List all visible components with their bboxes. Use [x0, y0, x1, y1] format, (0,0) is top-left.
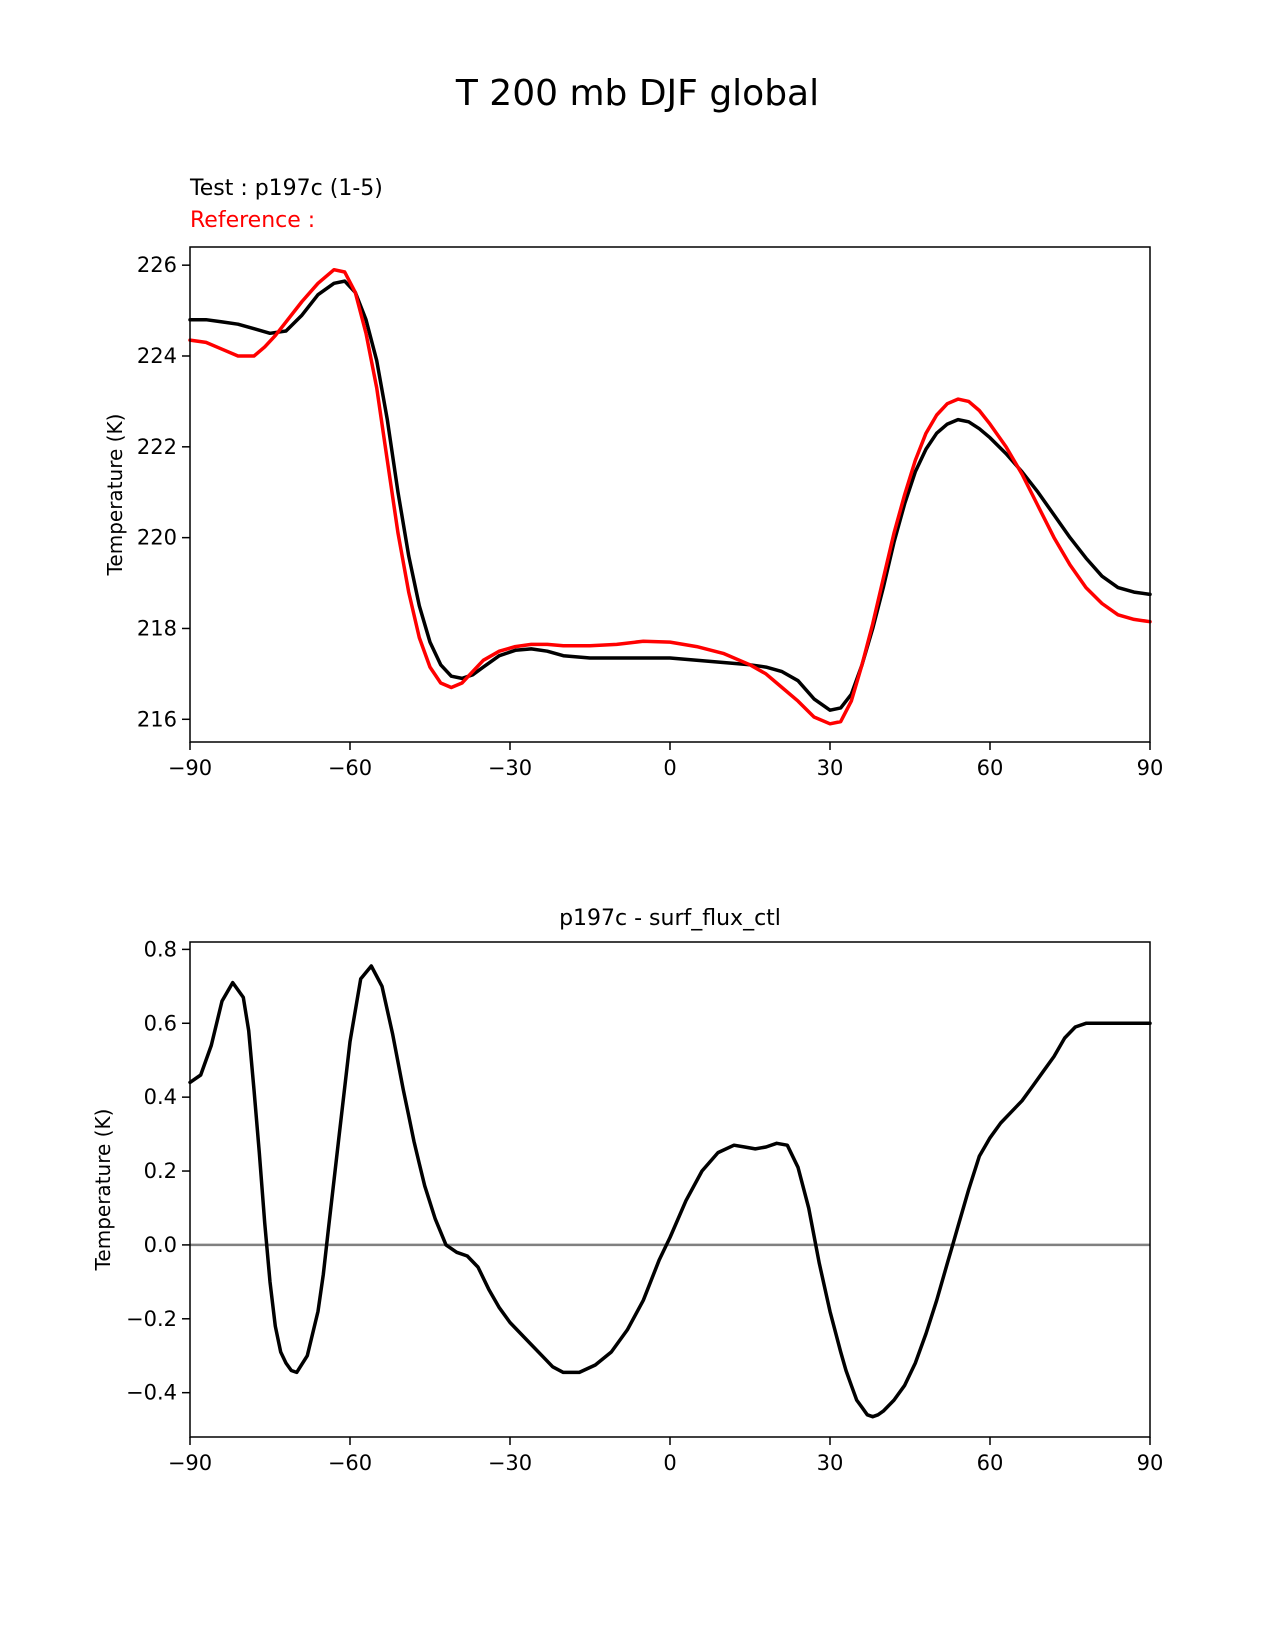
series-line-test-p197c-1-5: [188, 279, 1152, 712]
y-tick-label: 226: [137, 253, 177, 277]
x-tick-label: −60: [328, 1451, 372, 1475]
x-tick-label: 30: [817, 1451, 844, 1475]
x-tick-label: −30: [488, 1451, 532, 1475]
y-tick-label: 216: [137, 707, 177, 731]
x-tick-label: 90: [1137, 1451, 1164, 1475]
legend-test-label: Test : p197c (1-5): [190, 176, 383, 201]
y-tick-label: 218: [137, 616, 177, 640]
difference-plot-title: p197c - surf_flux_ctl: [559, 906, 781, 931]
x-tick-label: −60: [328, 756, 372, 780]
figure-title: T 200 mb DJF global: [455, 73, 820, 114]
y-tick-label: 0.6: [144, 1011, 177, 1035]
plot-bottom: −90 −60 −30 0 30 60 90 −0.4 −0.2 0.0 0.2 0.4 0.6 0.8 T…: [91, 937, 1163, 1475]
y-tick-label: 224: [137, 344, 177, 368]
x-tick-label: 60: [977, 756, 1004, 780]
y-tick-label: 0.0: [144, 1233, 177, 1257]
y-tick-label: 222: [137, 435, 177, 459]
y-tick-label: −0.4: [126, 1381, 177, 1405]
y-tick-label: 220: [137, 526, 177, 550]
plot-frame: [189, 246, 1151, 743]
x-tick-label: −90: [168, 756, 212, 780]
y-axis-label: Temperature (K): [91, 1109, 115, 1272]
x-tick-label: 0: [663, 756, 676, 780]
legend-reference-label: Reference :: [190, 208, 316, 233]
x-tick-label: 60: [977, 1451, 1004, 1475]
plot-top: −90 −60 −30 0 30 60 90 216 218 220 222 224 226 Temper…: [103, 246, 1164, 780]
x-tick-label: 90: [1137, 756, 1164, 780]
x-tick-label: −30: [488, 756, 532, 780]
series-line-difference-0: [188, 964, 1152, 1419]
x-tick-label: −90: [168, 1451, 212, 1475]
y-axis-label: Temperature (K): [103, 414, 127, 577]
y-tick-label: 0.2: [144, 1159, 177, 1183]
y-tick-label: 0.4: [144, 1085, 177, 1109]
x-tick-label: 30: [817, 756, 844, 780]
x-tick-label: 0: [663, 1451, 676, 1475]
series-line-reference: [188, 267, 1152, 726]
y-tick-label: 0.8: [144, 937, 177, 961]
y-tick-label: −0.2: [126, 1307, 177, 1331]
